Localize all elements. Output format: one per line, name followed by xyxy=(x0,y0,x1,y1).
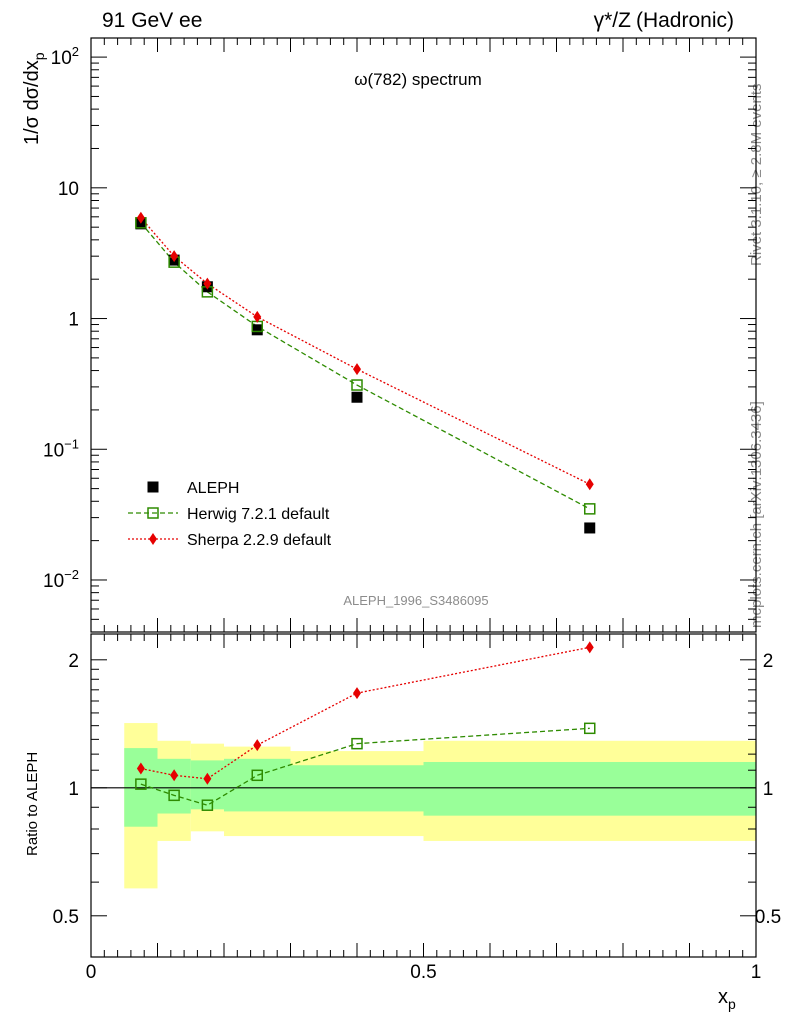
x-axis-label: xp xyxy=(718,986,736,1012)
y-tick-label-exp: 2 xyxy=(72,44,79,59)
ratio-point-2-1 xyxy=(170,769,179,782)
ratio-line-2 xyxy=(140,646,590,780)
ratio-point-1-1 xyxy=(168,789,180,802)
data-point-1-4 xyxy=(351,379,363,391)
header-left: 91 GeV ee xyxy=(102,9,202,32)
y-tick-label: 1 xyxy=(68,310,79,331)
ratio-tick-label-left: 1 xyxy=(68,779,79,800)
legend: ALEPH Herwig 7.2.1 default Sherpa 2.2.9 de… xyxy=(128,480,332,549)
y-tick-label-base: 10 xyxy=(43,571,64,592)
ratio-tick-label-right: 2 xyxy=(763,651,774,672)
main-series-markers xyxy=(135,211,596,534)
legend-marker-0 xyxy=(147,481,159,493)
ratio-point-2-2 xyxy=(203,772,212,785)
data-point-0-4 xyxy=(351,391,363,403)
y-tick-label: 10−1 xyxy=(43,436,79,461)
ratio-point-1-4 xyxy=(351,737,363,750)
band-inner-1 xyxy=(157,758,191,814)
ratio-line-1 xyxy=(140,727,590,806)
ratio-point-2-3 xyxy=(253,739,262,752)
band-inner-2 xyxy=(190,760,224,810)
y-tick-label-exp: −1 xyxy=(64,436,79,451)
analysis-watermark: ALEPH_1996_S3486095 xyxy=(343,593,488,608)
header-right-text: (Hadronic) xyxy=(636,9,734,32)
ratio-point-1-2 xyxy=(201,799,214,811)
y-tick-label-base: 10 xyxy=(43,440,64,461)
series-line-1 xyxy=(140,222,591,510)
y-tick-label: 10−2 xyxy=(43,567,79,592)
ratio-point-1-0 xyxy=(135,778,147,790)
y-tick-label-exp: −2 xyxy=(64,567,79,582)
chart-title: ω(782) spectrum xyxy=(354,70,482,89)
ratio-series-lines xyxy=(140,646,590,806)
ratio-tick-label-left: 0.5 xyxy=(53,907,79,928)
y-axis-label-text: 1/σ dσ/dx xyxy=(21,60,43,145)
ratio-series-markers xyxy=(135,641,596,811)
ratio-point-2-5 xyxy=(585,641,594,654)
ratio-point-2-0 xyxy=(136,762,145,775)
data-point-2-2 xyxy=(203,277,212,290)
y-tick-label: 102 xyxy=(51,44,79,69)
main-series-lines xyxy=(140,217,591,510)
header-right: γ*/Z (Hadronic) xyxy=(594,9,734,32)
ratio-point-2-4 xyxy=(353,687,361,700)
data-point-2-4 xyxy=(353,363,361,376)
x-axis-label-sub: p xyxy=(728,996,736,1012)
y-axis-label-sub: p xyxy=(31,52,47,60)
y-tick-label: 10 xyxy=(58,179,79,200)
y-tick-label-base: 1 xyxy=(68,310,79,331)
legend-label-1: Herwig 7.2.1 default xyxy=(187,506,330,523)
data-point-0-0 xyxy=(135,218,147,230)
ratio-axis-label: Ratio to ALEPH xyxy=(24,752,41,856)
x-axis-label-text: x xyxy=(718,986,728,1008)
data-point-2-5 xyxy=(585,478,594,491)
ratio-tick-label-left: 2 xyxy=(68,651,79,672)
data-point-2-1 xyxy=(170,250,179,263)
legend-label-0: ALEPH xyxy=(187,480,239,497)
legend-label-2: Sherpa 2.2.9 default xyxy=(187,532,332,549)
data-point-2-0 xyxy=(136,211,145,224)
y-tick-label-base: 10 xyxy=(51,48,72,69)
x-tick-label: 1 xyxy=(751,962,762,983)
header-right-symbol: γ*/Z xyxy=(594,9,632,32)
legend-marker-2 xyxy=(149,533,157,545)
ratio-tick-label-right: 0.5 xyxy=(755,907,781,928)
data-point-1-5 xyxy=(584,503,596,515)
ratio-point-1-3 xyxy=(251,769,263,782)
x-tick-label: 0.5 xyxy=(410,962,436,983)
x-tick-label: 0 xyxy=(86,962,97,983)
ratio-uncertainty-bands xyxy=(91,723,756,889)
ratio-axes: 0.5 0.5 1 1 2 2 0 0.5 1 xyxy=(53,633,781,983)
band-inner-3 xyxy=(224,758,291,812)
y-tick-label-base: 10 xyxy=(58,179,79,200)
series-line-2 xyxy=(140,217,591,485)
data-point-0-3 xyxy=(251,324,263,336)
y-axis-label: 1/σ dσ/dxp xyxy=(21,52,47,145)
legend-marker-1 xyxy=(147,507,159,519)
band-inner-5 xyxy=(423,761,756,816)
ratio-point-1-5 xyxy=(584,722,596,735)
ratio-tick-label-right: 1 xyxy=(763,779,774,800)
data-point-0-5 xyxy=(584,522,596,534)
data-point-2-3 xyxy=(253,310,262,323)
